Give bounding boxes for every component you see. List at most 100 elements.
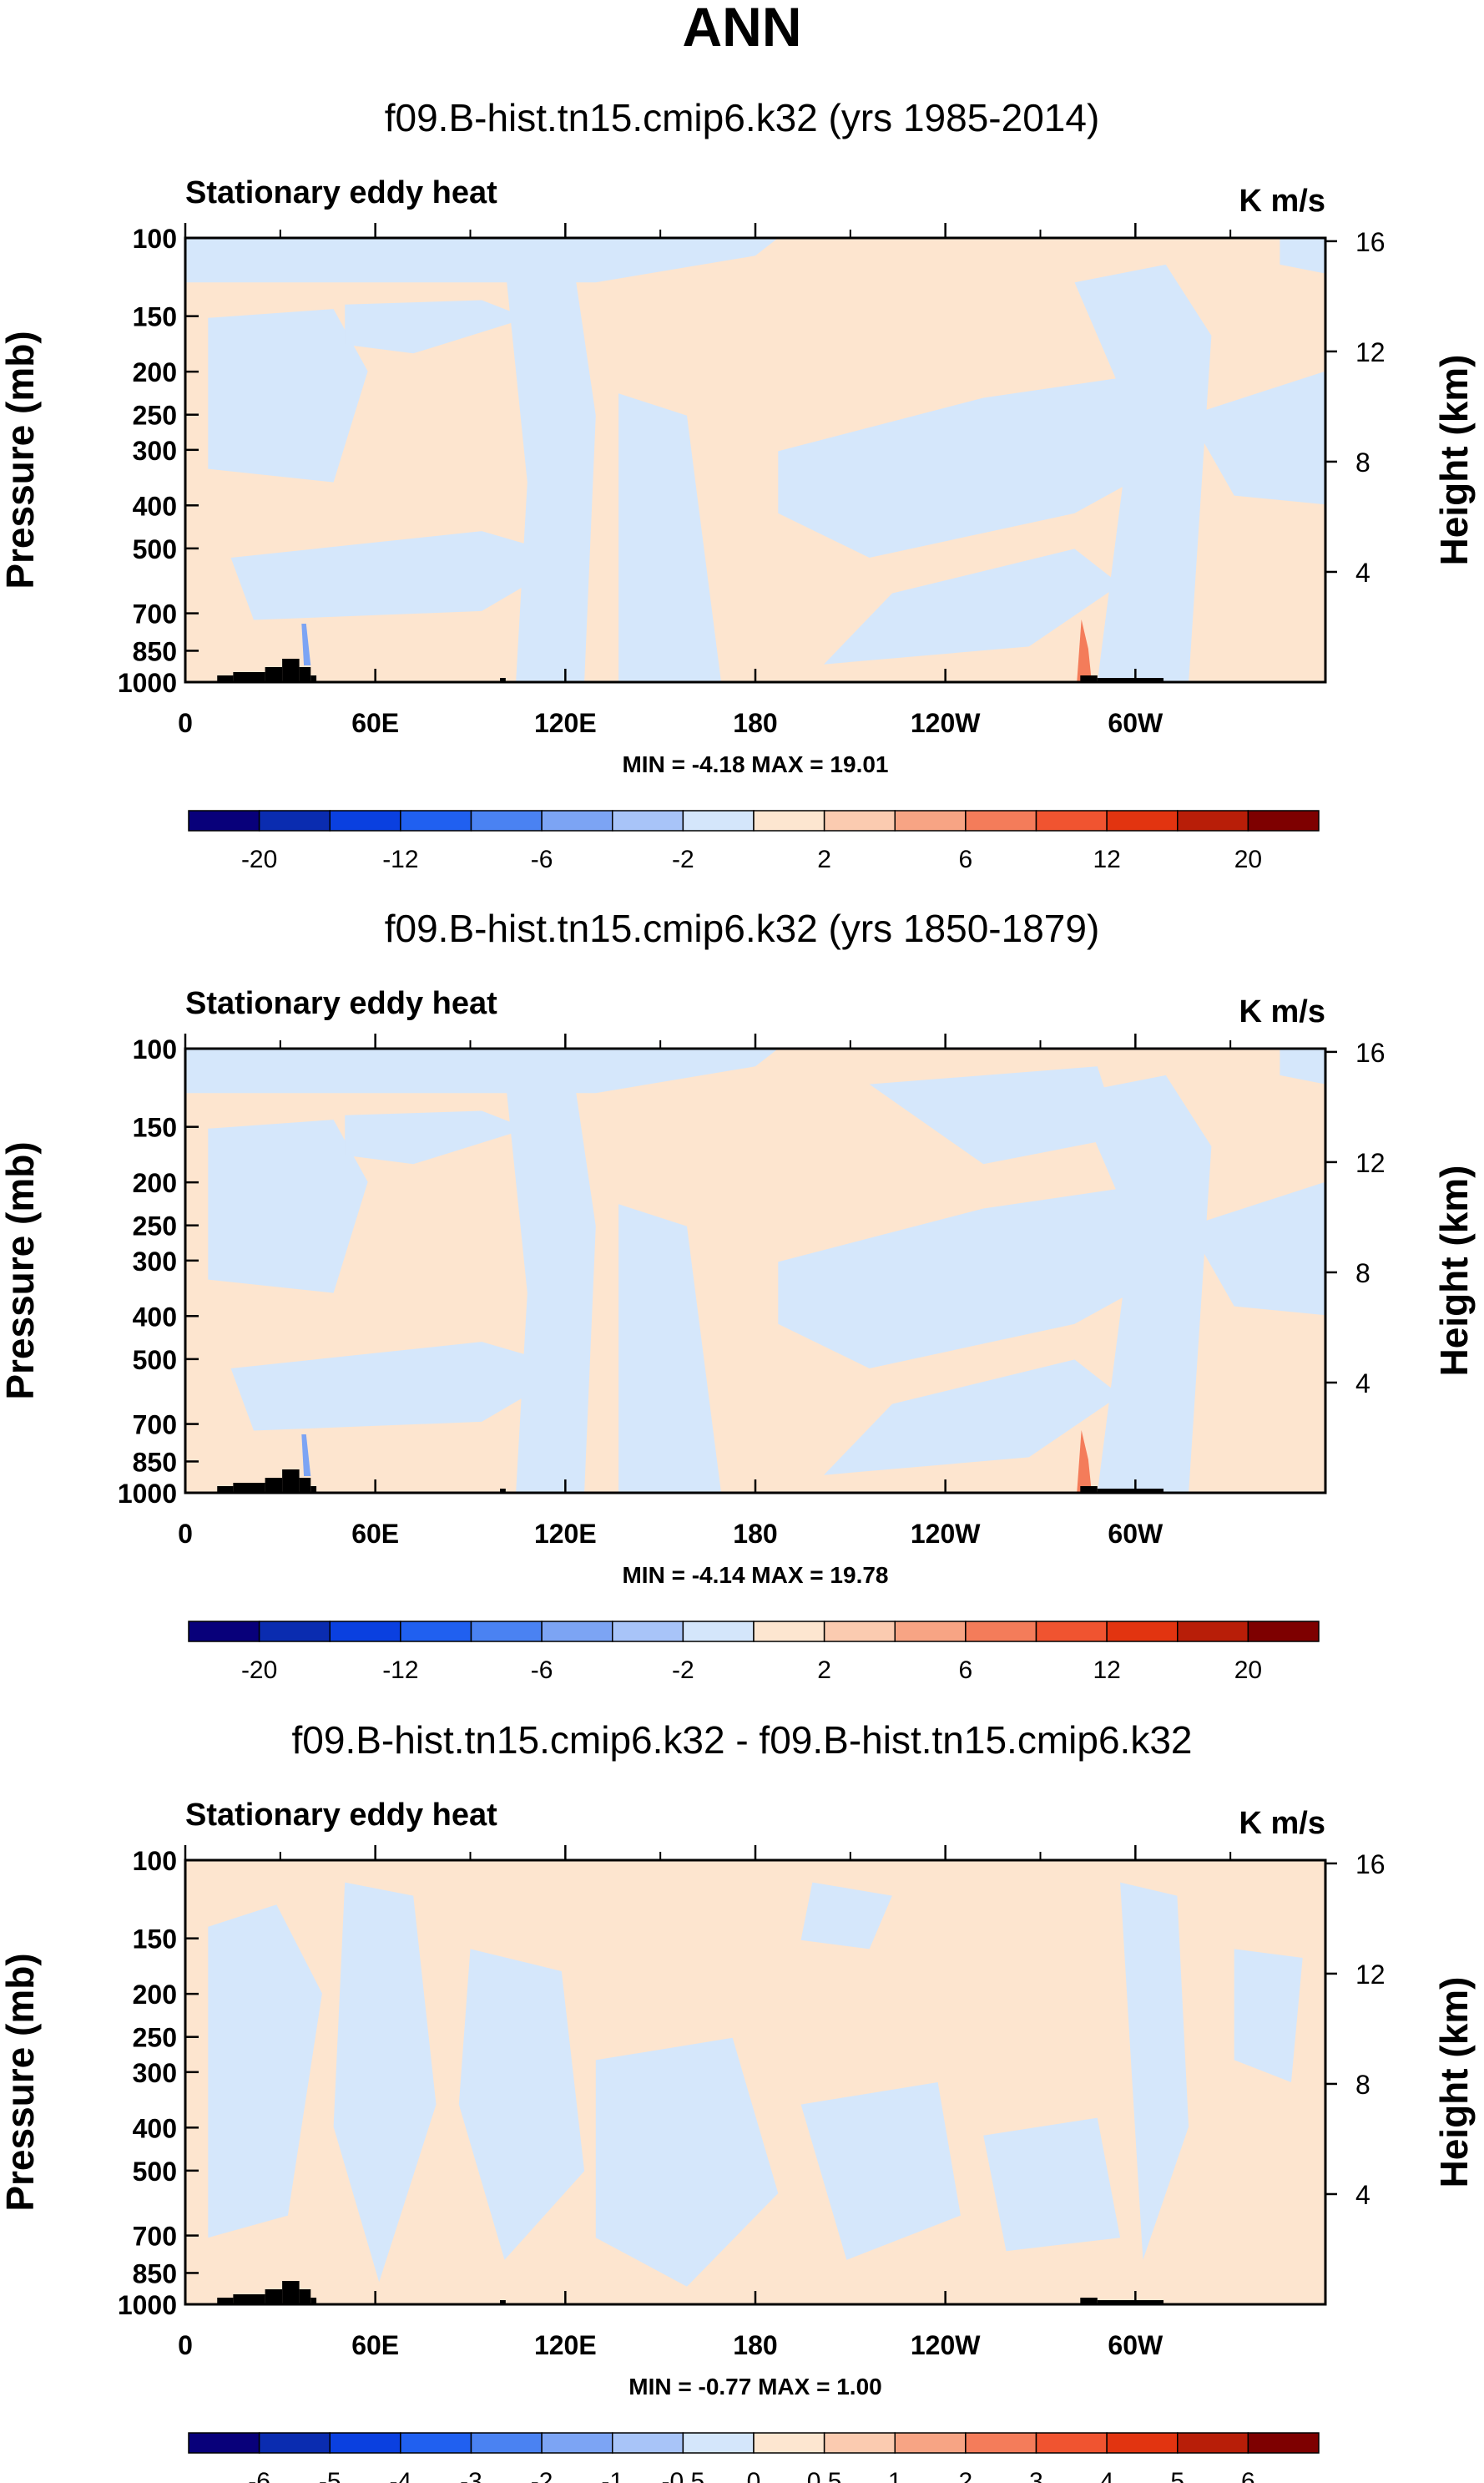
negative-region	[1189, 1181, 1325, 1316]
negative-region	[800, 2082, 961, 2260]
colorbar-label: 12	[1093, 846, 1120, 873]
y-tick-label: 100	[133, 1846, 177, 1876]
colorbar-label: -2	[672, 846, 694, 873]
colorbar-label: -2	[531, 2468, 553, 2483]
y2-tick-label: 4	[1355, 1368, 1370, 1398]
figure-title: ANN	[683, 0, 802, 58]
topography-block	[1080, 675, 1098, 682]
x-tick-label: 60W	[1108, 2330, 1163, 2360]
x-tick-label: 180	[733, 708, 777, 738]
topography-block	[1097, 678, 1164, 682]
topography-block	[217, 1486, 234, 1493]
y2-tick-label: 16	[1355, 227, 1386, 257]
colorbar-box	[682, 1621, 755, 1642]
y2-axis-title: Height (km)	[1432, 1166, 1476, 1377]
y-tick-label: 1000	[118, 2290, 177, 2320]
colorbar-box	[470, 810, 543, 832]
y2-tick-label: 12	[1355, 1148, 1386, 1178]
negative-region	[230, 1342, 573, 1431]
colorbar-label: 20	[1234, 1656, 1262, 1684]
colorbar-label: 1	[888, 2468, 902, 2483]
x-tick-label: 120E	[534, 708, 597, 738]
colorbar-box	[1177, 2432, 1249, 2454]
units-label: K m/s	[1239, 1806, 1325, 1841]
colorbar-label: -12	[382, 846, 418, 873]
negative-region	[1234, 1949, 1303, 2082]
negative-region	[504, 1070, 596, 1493]
colorbar-label: 0.5	[807, 2468, 842, 2483]
negative-region	[1074, 1075, 1212, 1493]
negative-region	[208, 1904, 322, 2238]
x-tick-label: 60E	[351, 1519, 399, 1549]
y2-axis-title: Height (km)	[1432, 1977, 1476, 2188]
negative-region	[824, 1359, 1121, 1475]
colorbar-box	[682, 810, 755, 832]
strong-positive-plume	[1077, 1430, 1092, 1493]
colorbar-label: 2	[817, 846, 831, 873]
y-tick-label: 200	[133, 1168, 177, 1198]
negative-region	[185, 1049, 779, 1094]
strong-positive-plume	[1077, 619, 1092, 682]
colorbar-box	[823, 1621, 896, 1642]
y-tick-label: 850	[133, 1447, 177, 1477]
y-tick-label: 300	[133, 1247, 177, 1277]
panel-label: Stationary eddy heat	[185, 1798, 497, 1833]
colorbar-box	[258, 810, 331, 832]
y-tick-label: 200	[133, 357, 177, 387]
colorbar-box	[682, 2432, 755, 2454]
negative-region	[185, 238, 779, 283]
y2-tick-label: 12	[1355, 337, 1386, 367]
colorbar-label: 5	[1170, 2468, 1184, 2483]
topography-block	[233, 1483, 265, 1493]
colorbar-box	[965, 2432, 1037, 2454]
colorbar-box	[188, 1621, 260, 1642]
colorbar-box	[1177, 1621, 1249, 1642]
x-tick-label: 120W	[911, 1519, 981, 1549]
colorbar: -20 -12 -6 -2 2 6 12 20	[188, 810, 1320, 873]
colorbar-box	[400, 810, 472, 832]
colorbar-box	[1177, 810, 1249, 832]
colorbar-label: 0	[747, 2468, 761, 2483]
topography-block	[233, 672, 265, 682]
topography-block	[1097, 2300, 1164, 2304]
panel-label: Stationary eddy heat	[185, 175, 497, 210]
negative-region	[778, 371, 1212, 558]
y-tick-label: 850	[133, 636, 177, 666]
colorbar-box	[965, 1621, 1037, 1642]
y2-tick-label: 12	[1355, 1960, 1386, 1990]
y2-tick-label: 8	[1355, 1258, 1370, 1288]
negative-region	[345, 1110, 527, 1165]
y2-tick-label: 8	[1355, 2070, 1370, 2100]
y-tick-label: 850	[133, 2258, 177, 2288]
negative-region	[504, 260, 596, 682]
colorbar-box	[1106, 1621, 1179, 1642]
y-tick-label: 250	[133, 2023, 177, 2053]
topography-block	[299, 1478, 311, 1493]
negative-region	[1189, 371, 1325, 505]
topography-block	[299, 2289, 311, 2304]
field	[185, 1860, 1325, 2304]
x-tick-label: 60E	[351, 2330, 399, 2360]
topography-block	[217, 675, 234, 682]
colorbar-label: 4	[1100, 2468, 1114, 2483]
panel-title: f09.B-hist.tn15.cmip6.k32 (yrs 1985-2014…	[385, 96, 1100, 139]
colorbar: -20 -12 -6 -2 2 6 12 20	[188, 1621, 1320, 1684]
colorbar-box	[329, 1621, 401, 1642]
colorbar-label: -20	[241, 846, 277, 873]
negative-region	[869, 1066, 1121, 1165]
colorbar-box	[258, 1621, 331, 1642]
colorbar-box	[894, 2432, 967, 2454]
negative-region	[1074, 264, 1212, 682]
y-tick-label: 150	[133, 1113, 177, 1143]
panel-label: Stationary eddy heat	[185, 986, 497, 1021]
colorbar-label: -20	[241, 1656, 277, 1684]
y-tick-label: 250	[133, 1211, 177, 1242]
topography-block	[299, 667, 311, 682]
colorbar-box	[400, 2432, 472, 2454]
colorbar-label: -4	[390, 2468, 412, 2483]
colorbar-box	[1035, 1621, 1108, 1642]
chart-panel-3: f09.B-hist.tn15.cmip6.k32 - f09.B-hist.t…	[0, 1718, 1476, 2483]
y-tick-label: 400	[133, 2113, 177, 2143]
colorbar-label: -0.5	[662, 2468, 705, 2483]
